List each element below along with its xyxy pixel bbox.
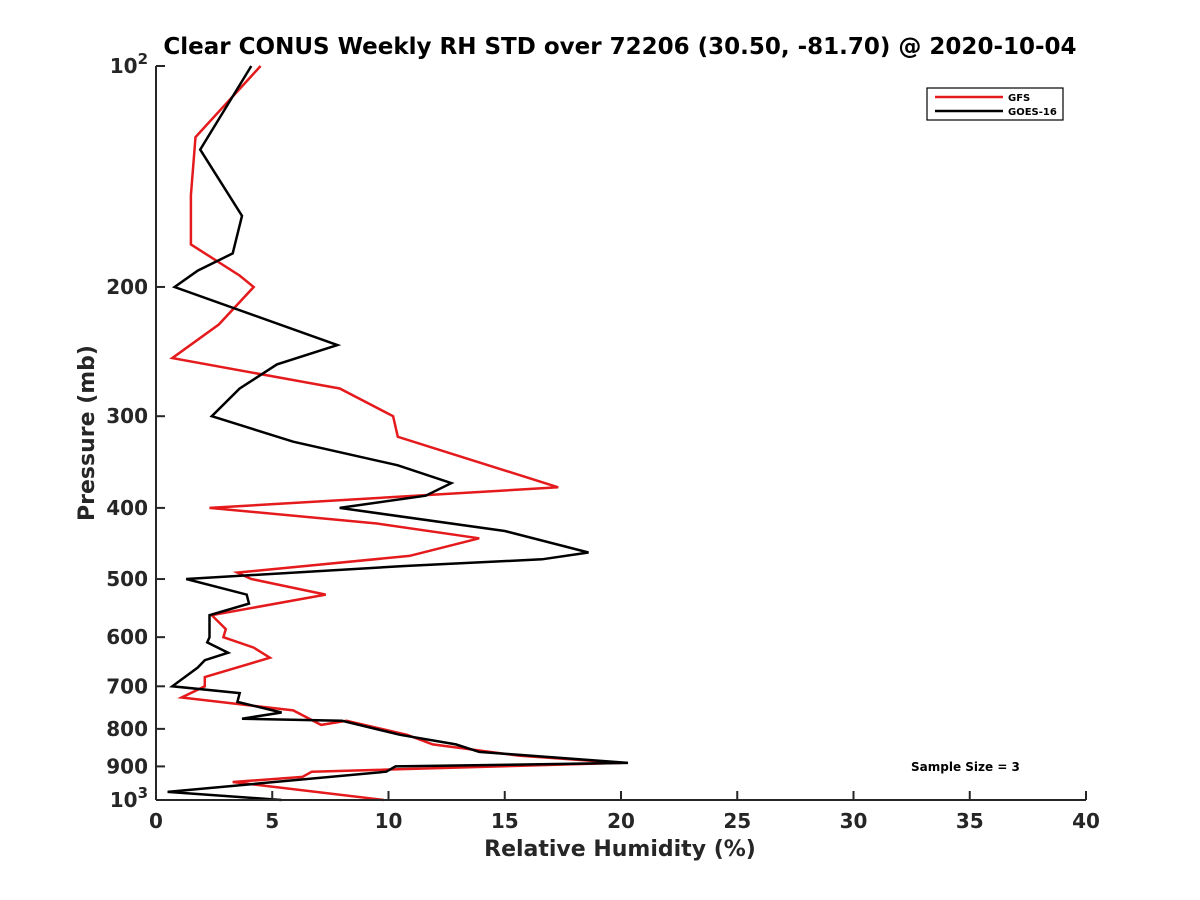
series-line-gfs xyxy=(169,65,622,802)
legend-label-goes16: GOES-16 xyxy=(1008,107,1057,118)
x-tick-label: 15 xyxy=(491,809,519,833)
series-line-goes16 xyxy=(167,65,629,802)
x-tick-label: 5 xyxy=(265,809,279,833)
y-tick-label: 900 xyxy=(106,754,148,778)
x-tick-label: 0 xyxy=(149,809,163,833)
x-tick-label: 40 xyxy=(1072,809,1100,833)
x-tick-label: 20 xyxy=(607,809,635,833)
y-tick-label: 300 xyxy=(106,404,148,428)
x-tick-label: 25 xyxy=(723,809,751,833)
y-tick-label: 500 xyxy=(106,567,148,591)
x-tick-label: 10 xyxy=(375,809,403,833)
y-tick-label: 700 xyxy=(106,674,148,698)
y-tick-label: 200 xyxy=(106,275,148,299)
chart-title: Clear CONUS Weekly RH STD over 72206 (30… xyxy=(163,34,1076,60)
x-axis-label: Relative Humidity (%) xyxy=(484,837,756,862)
y-tick-label: 400 xyxy=(106,496,148,520)
legend-box xyxy=(926,87,1064,121)
x-tick-label: 35 xyxy=(956,809,984,833)
x-axis-ticks: 0 5 10 15 20 25 30 35 40 xyxy=(149,791,1100,833)
x-tick-label: 30 xyxy=(840,809,868,833)
series-lines xyxy=(167,65,629,802)
sample-size-annotation: Sample Size = 3 xyxy=(911,760,1020,774)
y-tick-label: 600 xyxy=(106,625,148,649)
y-axis-label: Pressure (mb) xyxy=(75,345,100,521)
legend-label-gfs: GFS xyxy=(1008,93,1030,104)
y-tick-label: 800 xyxy=(106,717,148,741)
legend: GFS GOES-16 xyxy=(926,87,1064,121)
